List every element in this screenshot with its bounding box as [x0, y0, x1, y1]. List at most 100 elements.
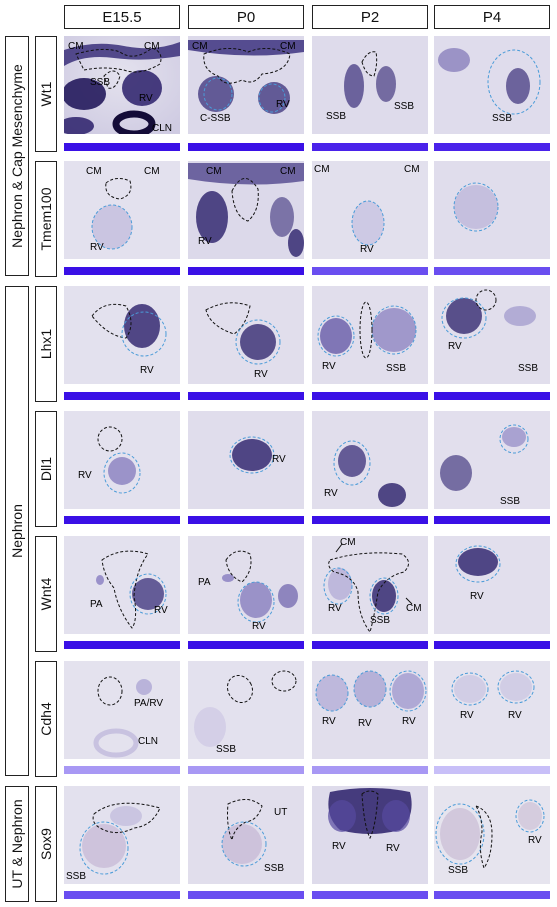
histology-image	[64, 536, 180, 634]
annotation-label: SSB	[66, 871, 87, 882]
expression-bar	[434, 143, 550, 151]
annotation-label: UT	[274, 807, 288, 818]
gene-label: Wt1	[38, 81, 54, 107]
panel-cdh4-p4: RV RV	[434, 661, 550, 759]
gene-cdh4: Cdh4	[35, 661, 57, 777]
histology-image	[64, 36, 180, 134]
expression-bar	[434, 392, 550, 400]
panel-cdh4-p0: SSB	[188, 661, 304, 759]
panel-wt1-p0: CM CM C-SSB RV	[188, 36, 304, 134]
annotation-label: PA/RV	[134, 698, 164, 709]
annotation-label: CM	[406, 603, 422, 614]
annotation-label: SSB	[448, 865, 469, 876]
gene-wnt4: Wnt4	[35, 536, 57, 652]
histology-image	[434, 661, 550, 759]
expression-bar	[188, 392, 304, 400]
annotation-label: CM	[340, 537, 356, 548]
expression-bar	[312, 392, 428, 400]
expression-bar	[64, 641, 180, 649]
expression-bar	[312, 516, 428, 524]
histology-image	[64, 661, 180, 759]
expression-bar	[434, 516, 550, 524]
panel-wnt4-p0: PA RV	[188, 536, 304, 634]
panel-cdh4-p2: RV RV RV	[312, 661, 428, 759]
annotation-label: SSB	[216, 744, 237, 755]
gene-sox9: Sox9	[35, 786, 57, 902]
annotation-label: RV	[276, 99, 290, 110]
gene-label: Cdh4	[38, 702, 54, 736]
annotation-label: SSB	[386, 363, 407, 374]
histology-image	[64, 161, 180, 259]
expression-bar	[434, 891, 550, 899]
panel-dll1-p2: RV	[312, 411, 428, 509]
expression-bar	[312, 641, 428, 649]
annotation-label: CLN	[152, 123, 173, 134]
panel-wnt4-p2: CM RV SSB CM	[312, 536, 428, 634]
annotation-label: RV	[139, 93, 153, 104]
annotation-label: CM	[404, 164, 420, 175]
annotation-label: RV	[154, 605, 168, 616]
expression-bar	[434, 641, 550, 649]
annotation-label: CM	[68, 41, 84, 52]
annotation-label: CM	[86, 166, 102, 177]
annotation-label: RV	[402, 716, 416, 727]
expression-bar	[64, 766, 180, 774]
expression-bar	[64, 516, 180, 524]
panel-sox9-p2: RV RV	[312, 786, 428, 884]
annotation-label: RV	[322, 716, 336, 727]
annotation-label: RV	[460, 710, 474, 721]
annotation-label: RV	[252, 621, 266, 632]
group-label: Nephron	[9, 504, 25, 558]
panel-wnt4-e15: PA RV	[64, 536, 180, 634]
group-ut-nephron: UT & Nephron	[5, 786, 29, 902]
histology-image	[312, 536, 428, 634]
histology-image	[434, 536, 550, 634]
expression-bar	[64, 143, 180, 151]
histology-image	[312, 661, 428, 759]
expression-bar	[188, 143, 304, 151]
annotation-label: CM	[144, 166, 160, 177]
group-nephron: Nephron	[5, 286, 29, 776]
histology-image	[188, 286, 304, 384]
annotation-label: PA	[198, 577, 211, 588]
histology-image	[312, 36, 428, 134]
expression-bar	[188, 641, 304, 649]
annotation-label: RV	[90, 242, 104, 253]
annotation-label: CM	[144, 41, 160, 52]
column-header-p4: P4	[434, 5, 550, 29]
expression-bar	[64, 891, 180, 899]
histology-image	[64, 286, 180, 384]
histology-image	[312, 411, 428, 509]
annotation-label: RV	[324, 488, 338, 499]
annotation-label: SSB	[518, 363, 539, 374]
expression-bar	[434, 267, 550, 275]
panel-tmem100-e15: CM CM RV	[64, 161, 180, 259]
gene-label: Tmem100	[38, 187, 54, 251]
gene-tmem100: Tmem100	[35, 161, 57, 277]
panel-dll1-p0: RV	[188, 411, 304, 509]
expression-bar	[312, 267, 428, 275]
histology-image	[312, 161, 428, 259]
annotation-label: RV	[386, 843, 400, 854]
panel-lhx1-p2: RV SSB	[312, 286, 428, 384]
histology-image	[188, 786, 304, 884]
expression-bar	[312, 766, 428, 774]
annotation-label: SSB	[500, 496, 521, 507]
annotation-label: RV	[448, 341, 462, 352]
gene-wt1: Wt1	[35, 36, 57, 152]
gene-dll1: Dll1	[35, 411, 57, 527]
annotation-label: CM	[314, 164, 330, 175]
annotation-label: CLN	[138, 736, 159, 747]
histology-image	[64, 411, 180, 509]
panel-wt1-e15: CM CM SSB RV CLN	[64, 36, 180, 134]
panel-lhx1-p0: RV	[188, 286, 304, 384]
annotation-label: RV	[198, 236, 212, 247]
histology-image	[312, 786, 428, 884]
panel-cdh4-e15: PA/RV CLN	[64, 661, 180, 759]
annotation-label: CM	[206, 166, 222, 177]
expression-bar	[188, 891, 304, 899]
expression-bar	[434, 766, 550, 774]
annotation-label: RV	[358, 718, 372, 729]
gene-label: Wnt4	[38, 577, 54, 611]
panel-dll1-e15: RV	[64, 411, 180, 509]
